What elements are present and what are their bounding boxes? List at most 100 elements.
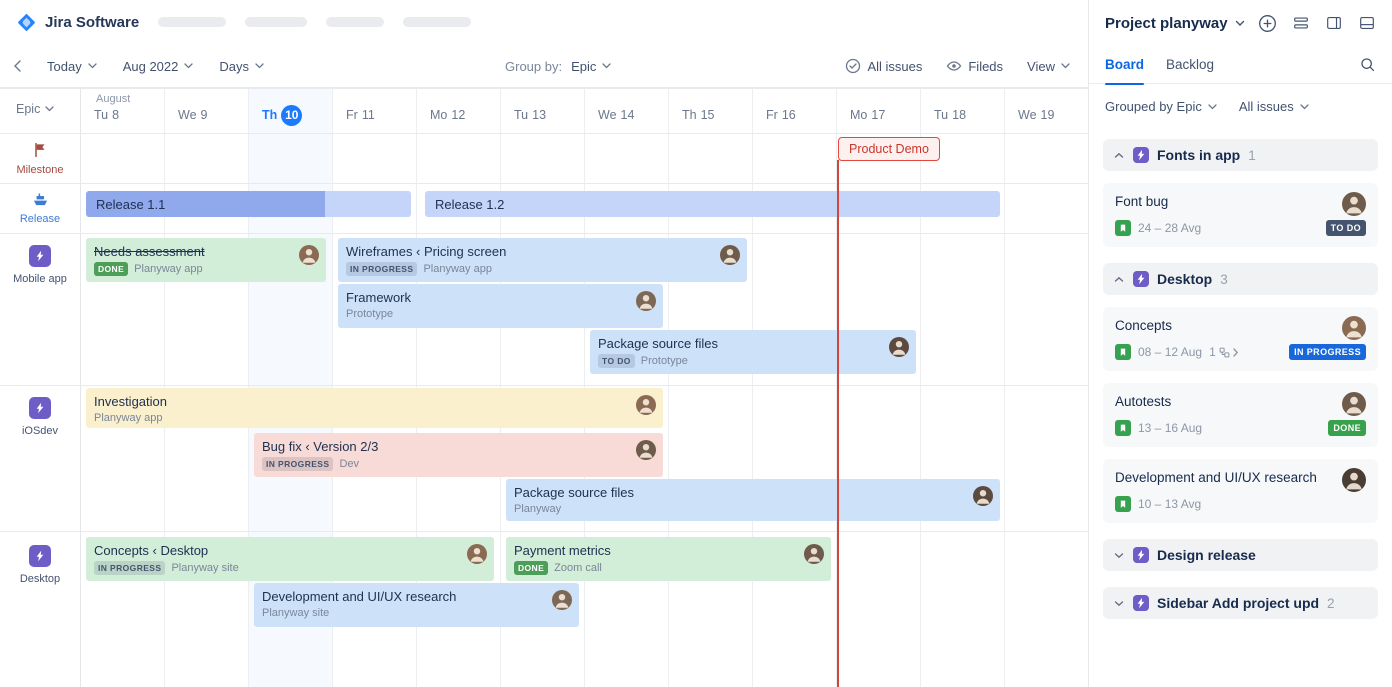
jira-logo[interactable]: Jira Software [16,12,139,33]
story-type-icon [1115,220,1131,236]
project-select[interactable]: Project planyway [1105,15,1245,32]
tab-backlog[interactable]: Backlog [1166,57,1215,72]
day-name: Fr [766,108,778,122]
timeline-task-bar[interactable]: Needs assessment DONE Planyway app [86,238,326,282]
timeline-release-bar[interactable]: Release 1.1 [86,191,411,217]
timeline-day-header[interactable]: We 9 [178,104,207,126]
milestone-chip[interactable]: Product Demo [838,137,940,161]
timeline-task-bar[interactable]: Payment metrics DONE Zoom call [506,537,831,581]
flag-icon [33,142,48,158]
timeline-task-bar[interactable]: Package source files TO DO Prototype [590,330,916,374]
timeline-day-header[interactable]: We 14 [598,104,634,126]
day-number: 11 [361,108,375,122]
grouped-by-select[interactable]: Grouped by Epic [1105,99,1217,114]
issue-card[interactable]: Font bug 24 – 28 Avg TO DO [1103,183,1378,247]
board-section: Desktop 3 Concepts 08 – 12 Aug 1 IN PROG… [1103,263,1378,523]
timeline-task-bar[interactable]: Framework Prototype [338,284,663,328]
month-select[interactable]: Aug 2022 [123,59,194,74]
timeline-day-header[interactable]: Tu 18 [934,104,966,126]
today-button[interactable]: Today [47,59,97,74]
timeline-day-header[interactable]: Mo 12 [430,104,465,126]
timeline-release-bar[interactable]: Release 1.2 [425,191,1000,217]
day-name: Th [682,108,697,122]
timeline-day-header[interactable]: Th 10 [262,104,303,126]
issue-card[interactable]: Concepts 08 – 12 Aug 1 IN PROGRESS [1103,307,1378,371]
group-by-label: Group by: [505,58,563,74]
day-name: We [178,108,197,122]
group-by-select[interactable]: Epic [571,59,612,74]
timeline-day-header[interactable]: Fr 11 [346,104,375,126]
issue-card[interactable]: Autotests 13 – 16 Aug DONE [1103,383,1378,447]
timeline-group-label[interactable]: Desktop [0,545,80,585]
timeline-day-header[interactable]: Tu 13 [514,104,546,126]
search-icon[interactable] [1359,56,1376,73]
check-circle-icon [846,58,861,74]
rows-layout-icon[interactable] [1292,14,1310,32]
timeline-task-bar[interactable]: Bug fix ‹ Version 2/3 IN PROGRESS Dev [254,433,663,477]
timeline-group-label[interactable]: Release [0,192,80,225]
epic-icon [29,545,51,567]
grid-line [500,88,501,687]
view-select[interactable]: View [1027,59,1070,74]
status-badge: IN PROGRESS [94,561,166,575]
release-title: Release 1.1 [96,196,166,212]
day-number: 14 [620,108,635,122]
timeline-task-bar[interactable]: Investigation Planyway app [86,388,663,428]
avatar [973,486,993,506]
issue-card[interactable]: Development and UI/UX research 10 – 13 A… [1103,459,1378,523]
issue-title: Concepts [1115,318,1173,333]
nav-skeleton-item [245,17,308,27]
section-header[interactable]: Desktop 3 [1103,263,1378,295]
group-name: Release [19,213,61,225]
section-title: Fonts in app [1157,147,1241,163]
timeline: Epic August Tu 8 We 9 Th 10 Fr 11 Mo 12 … [0,88,1088,687]
timeline-day-header[interactable]: Fr 16 [766,104,796,126]
timeline-group-label[interactable]: Milestone [0,142,80,176]
group-name: Desktop [19,573,61,585]
timeline-day-header[interactable]: Mo 17 [850,104,885,126]
timeline-group-label[interactable]: iOSdev [0,397,80,437]
issues-filter-select[interactable]: All issues [1239,99,1309,114]
task-subtitle: Planyway [514,503,562,515]
release-title: Release 1.2 [435,196,505,212]
ship-icon [32,192,49,207]
timeline-day-header[interactable]: Tu 8 [94,104,119,126]
nav-skeleton-item [403,17,472,27]
scale-select[interactable]: Days [219,59,264,74]
tab-board[interactable]: Board [1105,46,1145,85]
avatar [467,544,487,564]
timeline-task-bar[interactable]: Development and UI/UX research Planyway … [254,583,579,627]
section-header[interactable]: Design release [1103,539,1378,571]
back-chevron-button[interactable] [14,60,21,72]
footer-layout-icon[interactable] [1358,14,1376,32]
timeline-task-bar[interactable]: Wireframes ‹ Pricing screen IN PROGRESS … [338,238,747,282]
grid-line [668,88,669,687]
task-subtitle: Prototype [346,308,394,320]
timeline-day-header[interactable]: Th 15 [682,104,715,126]
timeline-group-label[interactable]: Mobile app [0,245,80,285]
timeline-task-bar[interactable]: Package source files Planyway [506,479,1000,521]
issue-title: Autotests [1115,394,1172,409]
timeline-task-bar[interactable]: Concepts ‹ Desktop IN PROGRESS Planyway … [86,537,494,581]
grid-line [164,88,165,687]
issue-dates: 08 – 12 Aug [1138,345,1203,359]
chevron-down-icon [1235,20,1244,26]
add-icon[interactable] [1258,14,1277,33]
all-issues-filter[interactable]: All issues [845,58,922,74]
section-cards: Font bug 24 – 28 Avg TO DO [1103,183,1378,247]
section-header[interactable]: Fonts in app 1 [1103,139,1378,171]
task-subtitle: Zoom call [554,562,602,574]
milestone-marker-line [837,160,839,687]
timeline-day-header[interactable]: We 19 [1018,104,1054,126]
grid-line [752,88,753,687]
avatar [720,245,740,265]
epic-column-header[interactable]: Epic [16,102,54,116]
sidebar-layout-icon[interactable] [1325,14,1343,32]
fields-button[interactable]: Fileds [946,58,1003,74]
day-number: 8 [112,108,120,122]
day-name: Mo [850,108,868,122]
task-title: Concepts ‹ Desktop [94,543,209,558]
status-badge: DONE [514,561,549,575]
section-header[interactable]: Sidebar Add project upd 2 [1103,587,1378,619]
day-number: 15 [700,108,715,122]
